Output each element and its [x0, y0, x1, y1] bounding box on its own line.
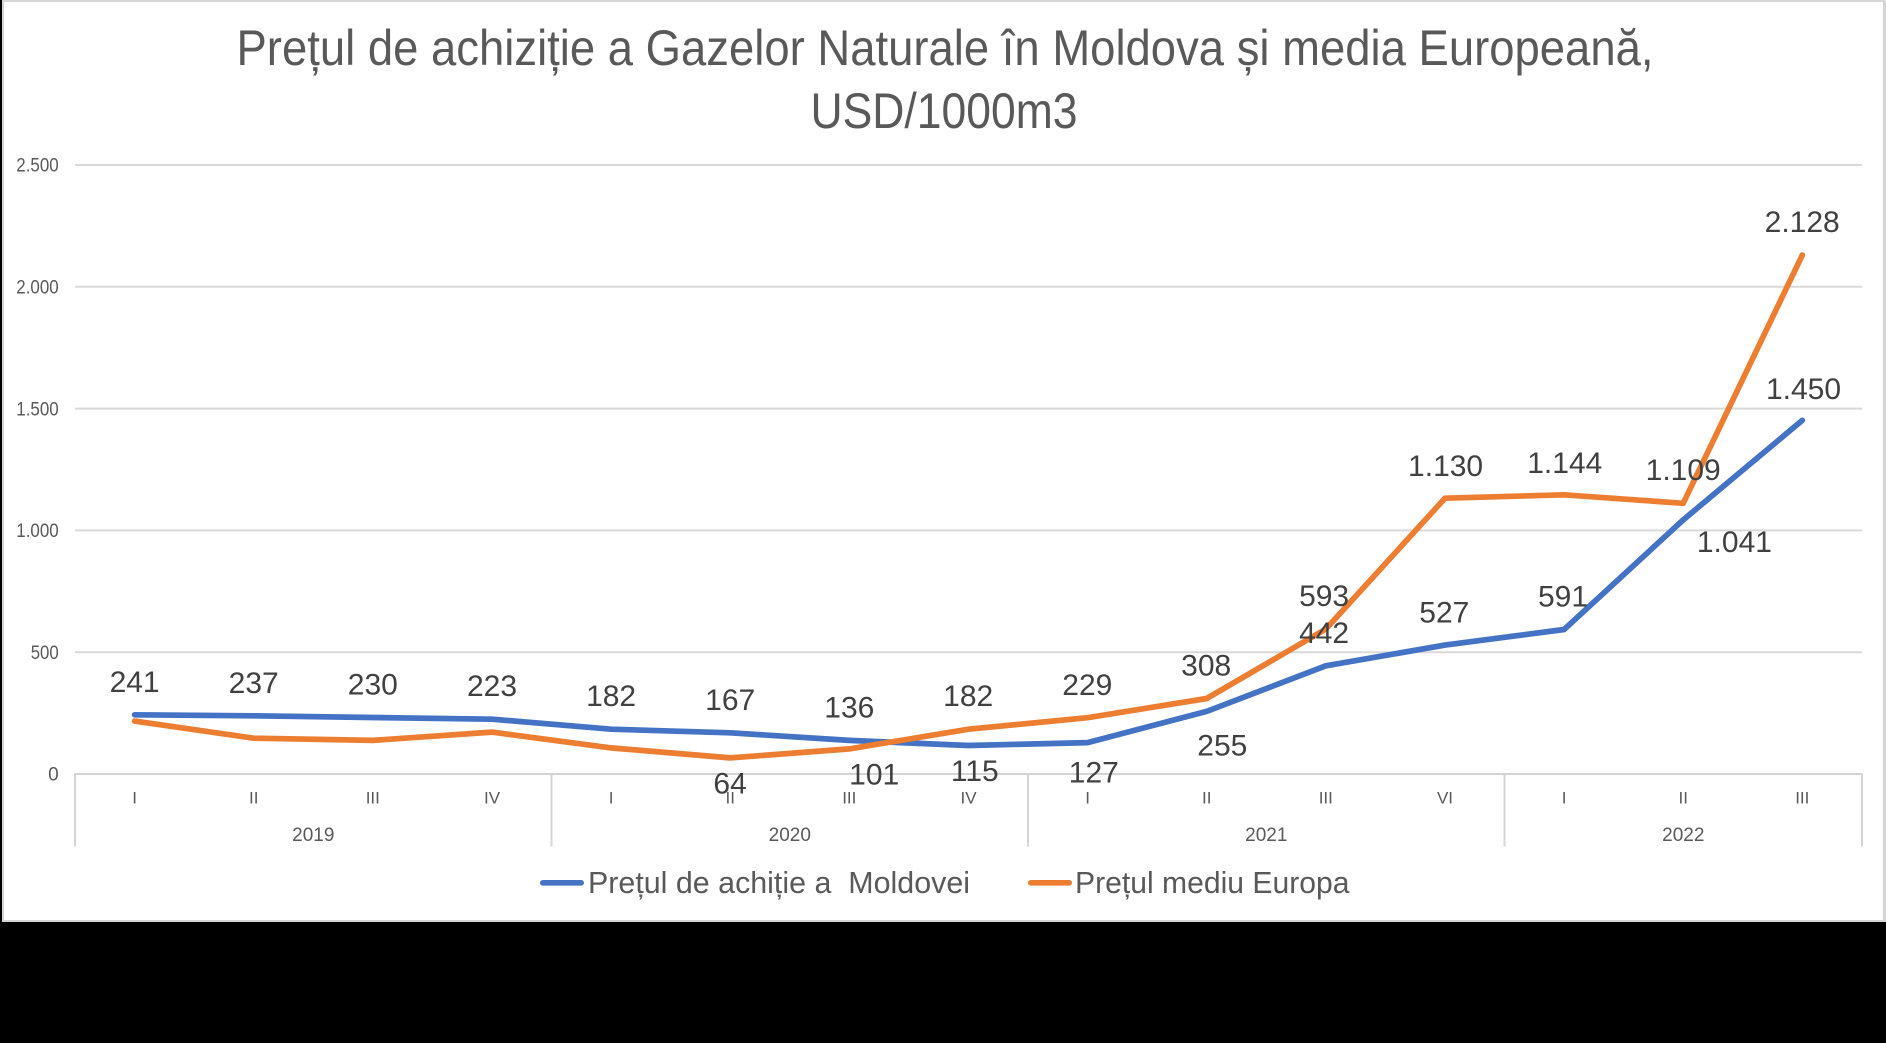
svg-text:IV: IV — [960, 789, 977, 808]
svg-text:Prețul de achiziție a Gazelor: Prețul de achiziție a Gazelor Naturale î… — [237, 20, 1654, 76]
svg-text:III: III — [842, 789, 856, 808]
svg-text:I: I — [1085, 789, 1090, 808]
svg-text:III: III — [366, 789, 380, 808]
svg-text:115: 115 — [951, 755, 999, 788]
svg-text:2.500: 2.500 — [16, 156, 58, 177]
svg-text:223: 223 — [467, 670, 517, 703]
svg-text:2.000: 2.000 — [16, 278, 58, 299]
svg-text:182: 182 — [943, 680, 993, 713]
svg-text:II: II — [1202, 789, 1211, 808]
svg-text:1.500: 1.500 — [16, 399, 58, 420]
svg-text:101: 101 — [849, 758, 899, 791]
svg-text:167: 167 — [705, 684, 755, 717]
svg-text:136: 136 — [824, 691, 874, 724]
svg-text:1.450: 1.450 — [1766, 373, 1841, 406]
svg-text:500: 500 — [31, 643, 59, 664]
svg-text:III: III — [1795, 789, 1809, 808]
svg-text:III: III — [1319, 789, 1333, 808]
svg-text:1.109: 1.109 — [1646, 454, 1721, 487]
svg-text:241: 241 — [110, 666, 160, 699]
svg-text:2019: 2019 — [292, 825, 334, 846]
svg-text:308: 308 — [1181, 649, 1231, 682]
svg-text:0: 0 — [48, 765, 59, 786]
svg-text:1.144: 1.144 — [1527, 447, 1602, 480]
svg-text:442: 442 — [1299, 617, 1349, 650]
svg-text:591: 591 — [1538, 580, 1588, 613]
svg-text:USD/1000m3: USD/1000m3 — [811, 83, 1078, 139]
svg-text:II: II — [725, 789, 734, 808]
svg-text:593: 593 — [1299, 580, 1349, 613]
svg-text:229: 229 — [1062, 669, 1112, 702]
svg-text:1.130: 1.130 — [1408, 450, 1483, 483]
svg-text:230: 230 — [348, 669, 398, 702]
svg-text:1.041: 1.041 — [1697, 526, 1772, 559]
svg-text:255: 255 — [1197, 730, 1247, 763]
svg-text:2021: 2021 — [1245, 825, 1287, 846]
svg-text:IV: IV — [484, 789, 501, 808]
svg-text:2020: 2020 — [769, 825, 811, 846]
svg-text:I: I — [1562, 789, 1567, 808]
svg-text:VI: VI — [1437, 789, 1453, 808]
svg-text:II: II — [249, 789, 258, 808]
svg-text:I: I — [609, 789, 614, 808]
svg-text:Prețul de achiție a Moldovei: Prețul de achiție a Moldovei — [588, 865, 970, 900]
svg-text:64: 64 — [713, 768, 746, 801]
svg-text:527: 527 — [1419, 596, 1469, 629]
svg-text:Prețul mediu Europa: Prețul mediu Europa — [1075, 865, 1350, 900]
svg-text:182: 182 — [586, 680, 636, 713]
svg-text:2.128: 2.128 — [1765, 206, 1840, 239]
svg-text:2022: 2022 — [1662, 825, 1704, 846]
svg-text:II: II — [1678, 789, 1687, 808]
svg-text:127: 127 — [1069, 757, 1119, 790]
svg-text:1.000: 1.000 — [16, 521, 58, 542]
svg-text:I: I — [132, 789, 137, 808]
svg-text:237: 237 — [229, 667, 279, 700]
